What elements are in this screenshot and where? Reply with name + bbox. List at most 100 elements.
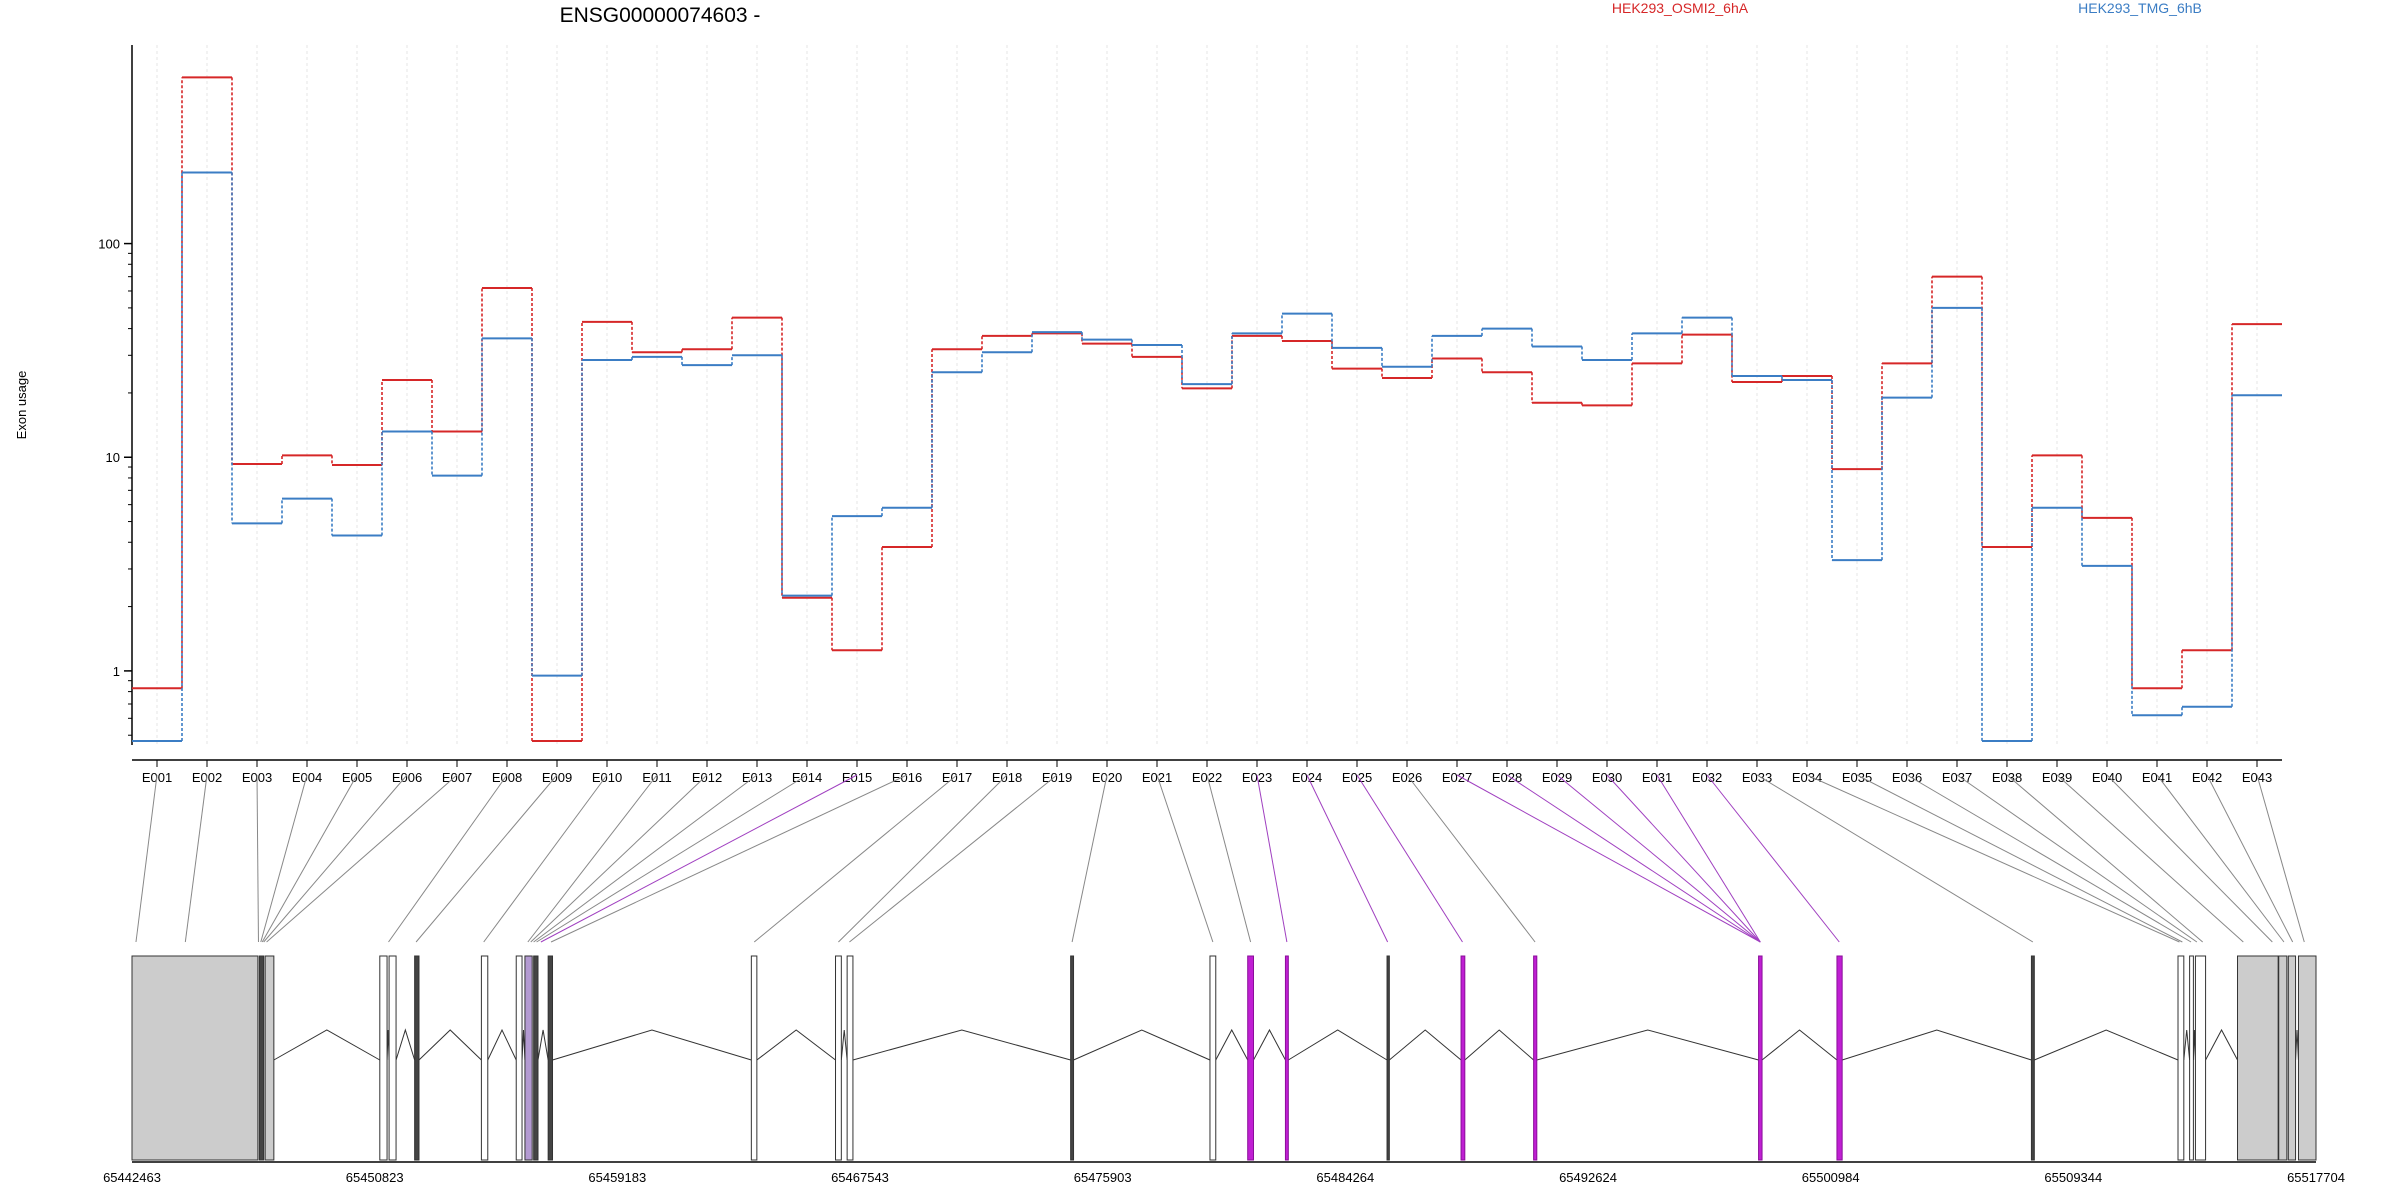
x-axis: E001 E002 E003 E004 E005 E006 E007 E008 E009 E010… xyxy=(132,759,2282,785)
exon-box xyxy=(750,955,758,1161)
genomic-tick-label: 65484264 xyxy=(1316,1170,1374,1185)
connector-line xyxy=(1406,774,1536,943)
x-tick-label: E039 xyxy=(2042,770,2072,785)
x-tick-label: E036 xyxy=(1892,770,1922,785)
intron-line xyxy=(395,1028,416,1061)
x-tick-label: E021 xyxy=(1142,770,1172,785)
x-tick-label: E020 xyxy=(1092,770,1122,785)
connector-line xyxy=(527,774,658,943)
x-tick-label: E040 xyxy=(2092,770,2122,785)
x-tick-label: E032 xyxy=(1692,770,1722,785)
connector-line xyxy=(849,774,1058,943)
connector-line xyxy=(263,774,408,943)
x-tick-label: E017 xyxy=(942,770,972,785)
connector-line xyxy=(135,774,158,943)
connector-line xyxy=(2206,774,2294,943)
intron-line xyxy=(552,1029,752,1061)
exon-box xyxy=(2189,955,2194,1161)
exon-box xyxy=(2297,955,2317,1161)
x-tick-label: E012 xyxy=(692,770,722,785)
connector-line xyxy=(1856,774,2183,943)
intron-line xyxy=(1464,1029,1534,1061)
connector-line xyxy=(1306,774,1389,943)
exon-box xyxy=(1533,955,1538,1161)
x-tick-label: E029 xyxy=(1542,770,1572,785)
connector-line xyxy=(1356,774,1463,943)
connector-line xyxy=(1556,774,1761,943)
genomic-tick-label: 65492624 xyxy=(1559,1170,1617,1185)
exon-box xyxy=(414,955,420,1161)
exon-box xyxy=(2287,955,2297,1161)
x-tick-label: E010 xyxy=(592,770,622,785)
exon-connector-lines xyxy=(135,774,2305,943)
x-tick-label: E035 xyxy=(1842,770,1872,785)
connector-line xyxy=(530,774,708,943)
connector-line xyxy=(1456,774,1761,943)
connector-line xyxy=(1656,774,1761,943)
intron-line xyxy=(273,1029,381,1061)
chart-title: ENSG00000074603 - xyxy=(560,4,761,27)
intron-line xyxy=(1389,1029,1462,1061)
connector-line xyxy=(1706,774,1840,943)
genomic-tick-label: 65459183 xyxy=(588,1170,646,1185)
x-tick-label: E041 xyxy=(2142,770,2172,785)
intron-line xyxy=(1536,1029,1759,1061)
intron-line xyxy=(1253,1028,1286,1061)
y-tick-label: 10 xyxy=(106,450,120,465)
x-tick-label: E030 xyxy=(1592,770,1622,785)
exon-box xyxy=(1284,955,1289,1161)
x-tick-label: E014 xyxy=(792,770,822,785)
x-tick-label: E031 xyxy=(1642,770,1672,785)
intron-line xyxy=(756,1029,836,1061)
exon-box xyxy=(835,955,842,1161)
connector-line xyxy=(1506,774,1761,943)
connector-line xyxy=(1756,774,2034,943)
genomic-tick-label: 65500984 xyxy=(1802,1170,1860,1185)
x-tick-label: E008 xyxy=(492,770,522,785)
x-tick-label: E005 xyxy=(342,770,372,785)
connector-line xyxy=(2006,774,2204,943)
legend-entry-series-2: HEK293_TMG_6hB xyxy=(2078,0,2202,16)
x-tick-label: E042 xyxy=(2192,770,2222,785)
connector-line xyxy=(536,774,808,943)
exon-box xyxy=(258,955,265,1161)
x-tick-label: E037 xyxy=(1942,770,1972,785)
x-tick-label: E034 xyxy=(1792,770,1822,785)
x-tick-label: E019 xyxy=(1042,770,1072,785)
exon-box xyxy=(1247,955,1255,1161)
exon-box xyxy=(2237,955,2279,1161)
genomic-tick-label: 65517704 xyxy=(2287,1170,2345,1185)
connector-line xyxy=(1206,774,1252,943)
x-tick-label: E018 xyxy=(992,770,1022,785)
x-tick-label: E043 xyxy=(2242,770,2272,785)
intron-line xyxy=(2205,1028,2238,1061)
exon-box xyxy=(533,955,539,1161)
exon-box xyxy=(480,955,489,1161)
intron-line xyxy=(2034,1029,2179,1061)
connector-line xyxy=(1606,774,1761,943)
vertical-gridlines xyxy=(156,45,2258,745)
connector-line xyxy=(838,774,1008,943)
intron-line xyxy=(1288,1029,1388,1061)
exon-box xyxy=(1758,955,1763,1161)
connector-line xyxy=(1956,774,2198,943)
x-tick-label: E004 xyxy=(292,770,322,785)
x-tick-label: E015 xyxy=(842,770,872,785)
connector-line xyxy=(1156,774,1214,943)
connector-line xyxy=(256,774,259,943)
connector-line xyxy=(261,774,358,943)
intron-line xyxy=(840,1029,848,1061)
connector-line xyxy=(388,774,508,943)
connector-line xyxy=(260,774,308,943)
intron-line xyxy=(418,1029,482,1061)
exon-box xyxy=(547,955,554,1161)
exon-box xyxy=(524,955,533,1161)
genomic-tick-label: 65450823 xyxy=(346,1170,404,1185)
connector-line xyxy=(753,774,958,943)
exon-box xyxy=(1836,955,1843,1161)
exon-box xyxy=(388,955,397,1161)
intron-line xyxy=(1073,1029,1211,1061)
exon-box xyxy=(2194,955,2207,1161)
connector-line xyxy=(533,774,758,943)
connector-line xyxy=(1071,774,1108,943)
